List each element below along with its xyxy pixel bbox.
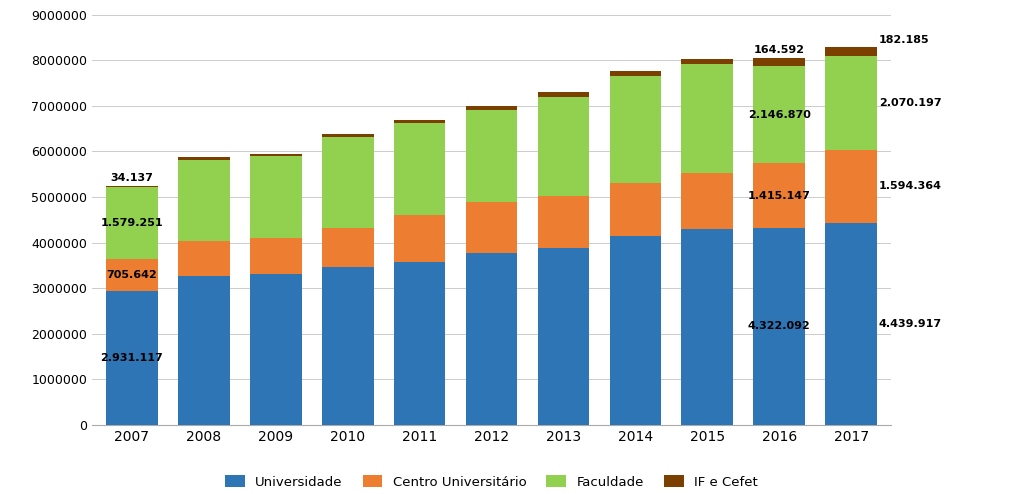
Bar xyxy=(105,187,158,259)
Bar xyxy=(682,229,733,425)
Text: 1.594.364: 1.594.364 xyxy=(879,181,942,191)
Bar xyxy=(538,196,590,247)
Bar xyxy=(178,160,229,241)
Text: 1.579.251: 1.579.251 xyxy=(100,218,163,228)
Text: 2.931.117: 2.931.117 xyxy=(100,353,163,363)
Text: 705.642: 705.642 xyxy=(106,270,157,280)
Bar xyxy=(538,92,590,97)
Bar xyxy=(250,156,301,238)
Bar xyxy=(682,173,733,229)
Text: 2.146.870: 2.146.870 xyxy=(748,110,811,120)
Bar xyxy=(609,183,662,236)
Bar xyxy=(466,106,517,110)
Bar xyxy=(250,274,301,425)
Bar xyxy=(825,223,878,425)
Bar xyxy=(466,110,517,203)
Text: 182.185: 182.185 xyxy=(879,35,929,44)
Text: 4.322.092: 4.322.092 xyxy=(748,322,811,331)
Bar xyxy=(754,58,805,66)
Text: 2.070.197: 2.070.197 xyxy=(879,98,941,108)
Bar xyxy=(250,154,301,156)
Bar xyxy=(609,71,662,76)
Bar xyxy=(825,150,878,223)
Text: 34.137: 34.137 xyxy=(111,173,154,183)
Bar xyxy=(754,228,805,425)
Bar xyxy=(682,65,733,173)
Bar xyxy=(105,291,158,425)
Bar xyxy=(393,262,445,425)
Bar xyxy=(682,59,733,65)
Bar xyxy=(466,253,517,425)
Bar xyxy=(538,97,590,196)
Bar xyxy=(609,236,662,425)
Bar xyxy=(250,238,301,274)
Bar xyxy=(322,134,374,137)
Bar xyxy=(754,66,805,164)
Bar xyxy=(754,164,805,228)
Bar xyxy=(609,76,662,183)
Bar xyxy=(105,186,158,187)
Bar xyxy=(393,123,445,215)
Bar xyxy=(466,203,517,253)
Bar xyxy=(322,228,374,267)
Bar xyxy=(322,267,374,425)
Bar xyxy=(393,215,445,262)
Bar xyxy=(825,56,878,150)
Text: 1.415.147: 1.415.147 xyxy=(748,191,811,201)
Bar xyxy=(178,241,229,276)
Bar xyxy=(178,158,229,160)
Text: 4.439.917: 4.439.917 xyxy=(879,319,942,329)
Bar xyxy=(322,137,374,228)
Text: 164.592: 164.592 xyxy=(754,45,805,55)
Bar xyxy=(393,120,445,123)
Bar xyxy=(825,47,878,56)
Bar xyxy=(538,247,590,425)
Legend: Universidade, Centro Universitário, Faculdade, IF e Cefet: Universidade, Centro Universitário, Facu… xyxy=(222,472,761,491)
Bar xyxy=(105,259,158,291)
Bar xyxy=(178,276,229,425)
